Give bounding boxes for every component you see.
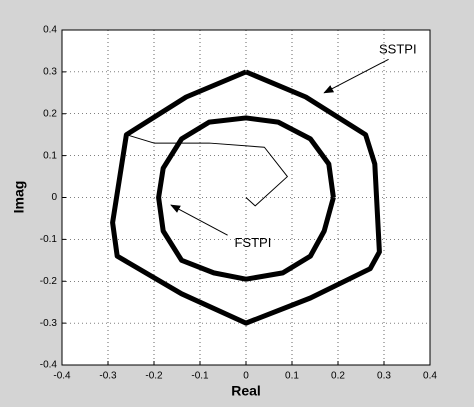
y-tick-label: 0.2 [43,108,57,119]
x-tick-label: 0.3 [377,371,391,382]
annotation: FSTPI [234,235,271,250]
x-tick-label: -0.1 [191,371,209,382]
x-axis-label: Real [231,383,261,399]
trajectory-line [110,69,382,326]
x-tick-label: 0.2 [331,371,345,382]
y-tick-label: -0.1 [40,234,58,245]
y-tick-label: -0.2 [40,276,58,287]
y-tick-label: 0.4 [43,25,57,36]
x-tick-label: -0.3 [99,371,117,382]
y-axis-label: Imag [11,181,27,214]
annotation: SSTPI [379,42,417,57]
annotation-arrow [323,58,389,94]
y-tick-label: -0.3 [40,318,58,329]
trajectory-line [156,115,336,282]
x-tick-label: -0.2 [145,371,163,382]
y-tick-label: 0.1 [43,150,57,161]
trajectory-line [126,134,288,207]
axes-frame [61,29,431,366]
y-tick-label: -0.4 [40,360,58,371]
annotation-arrow [170,204,228,236]
x-tick-label: 0 [243,371,249,382]
x-tick-label: -0.4 [53,371,71,382]
x-tick-label: 0.4 [423,371,437,382]
x-tick-label: 0.1 [285,371,299,382]
y-tick-label: 0.3 [43,67,57,78]
y-tick-label: 0 [51,192,57,203]
